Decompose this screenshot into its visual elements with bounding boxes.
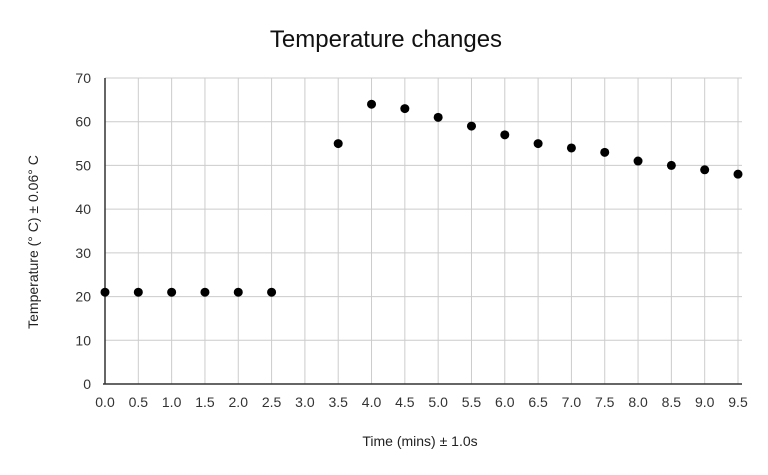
x-axis-title: Time (mins) ± 1.0s <box>362 433 477 449</box>
tick-labels: 0 10 20 30 40 50 60 70 0.0 0.5 1.0 1.5 2.0 2.5 3.0 3.5 4… <box>75 70 748 410</box>
x-tick-label: 1.0 <box>162 394 182 410</box>
data-point <box>633 156 643 166</box>
x-tick-label: 6.5 <box>528 394 548 410</box>
x-tick-label: 2.5 <box>262 394 282 410</box>
data-point <box>233 287 243 297</box>
y-tick-label: 40 <box>75 201 91 217</box>
data-point <box>367 99 377 109</box>
data-point <box>433 112 443 122</box>
x-tick-label: 7.0 <box>562 394 582 410</box>
y-tick-label: 70 <box>75 70 91 86</box>
x-tick-label: 0.5 <box>129 394 149 410</box>
x-tick-label: 5.0 <box>428 394 448 410</box>
gridlines <box>105 77 742 384</box>
x-tick-label: 7.5 <box>595 394 615 410</box>
y-axis-title: Temperature (° C) ± 0.06° C <box>25 155 41 329</box>
x-tick-label: 4.5 <box>395 394 415 410</box>
x-tick-label: 9.5 <box>728 394 748 410</box>
y-tick-label: 60 <box>75 114 91 130</box>
axes <box>103 78 742 385</box>
data-point <box>200 287 210 297</box>
data-point <box>533 139 543 149</box>
y-tick-label: 20 <box>75 289 91 305</box>
data-point <box>600 147 610 157</box>
y-tick-label: 10 <box>75 332 91 348</box>
data-point <box>466 121 476 131</box>
y-tick-label: 0 <box>83 376 91 392</box>
x-tick-label: 1.5 <box>195 394 215 410</box>
data-point <box>333 139 343 149</box>
x-tick-label: 9.0 <box>695 394 715 410</box>
data-point <box>133 287 143 297</box>
x-tick-label: 2.0 <box>229 394 249 410</box>
x-tick-label: 3.0 <box>295 394 315 410</box>
data-point <box>733 169 743 179</box>
data-point <box>100 287 110 297</box>
chart-title: Temperature changes <box>270 26 502 53</box>
data-point <box>500 130 510 140</box>
data-point <box>566 143 576 153</box>
x-tick-label: 8.0 <box>628 394 648 410</box>
x-tick-label: 3.5 <box>328 394 348 410</box>
y-tick-label: 30 <box>75 245 91 261</box>
x-tick-label: 5.5 <box>462 394 482 410</box>
data-point <box>400 104 410 114</box>
data-point <box>167 287 177 297</box>
x-tick-label: 0.0 <box>95 394 115 410</box>
data-point <box>267 287 277 297</box>
x-tick-label: 8.5 <box>662 394 682 410</box>
y-tick-label: 50 <box>75 157 91 173</box>
data-point <box>700 165 710 175</box>
x-tick-label: 4.0 <box>362 394 382 410</box>
data-points <box>100 99 743 297</box>
data-point <box>666 160 676 170</box>
x-tick-label: 6.0 <box>495 394 515 410</box>
